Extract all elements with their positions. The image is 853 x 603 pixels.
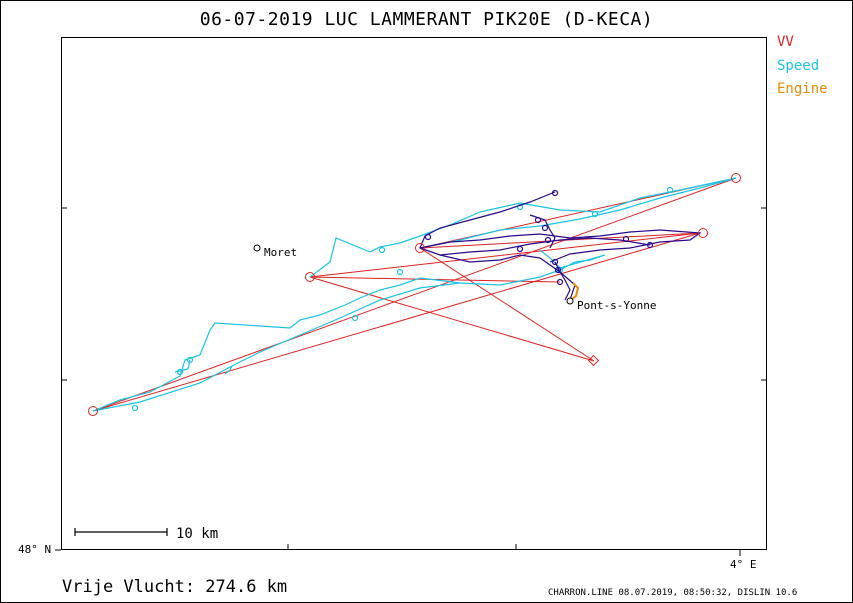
thermal-circle [551, 258, 559, 266]
speed-track-segment [224, 365, 233, 375]
map-area [61, 37, 767, 550]
thermal-circle [556, 278, 564, 286]
thermal-track-segment [419, 247, 576, 301]
speed-track [92, 177, 737, 412]
axis-ticks [55, 207, 767, 556]
free-flight-distance: Vrije Vlucht: 274.6 km [62, 577, 288, 597]
thermal-circle [544, 236, 552, 244]
speed-circle [378, 246, 386, 254]
turnpoints [88, 173, 741, 416]
thermal-track [419, 189, 702, 301]
flight-title: 06-07-2019 LUC LAMMERANT PIK20E (D-KECA) [199, 9, 654, 30]
place-marker-pont [566, 297, 574, 305]
legend-vv: VV [777, 34, 794, 50]
speed-track-segment [419, 177, 737, 249]
task-leg [92, 177, 737, 412]
speed-circle [131, 404, 139, 412]
thermal-circle [646, 241, 654, 249]
speed-circle [351, 314, 359, 322]
place-marker-moret [253, 244, 261, 252]
engine-track [570, 282, 580, 301]
scale-label: 10 km [176, 526, 219, 542]
turnpoint [698, 228, 708, 238]
latitude-label: 48° N [18, 543, 52, 556]
thermal-circle [534, 216, 542, 224]
thermal-track-segment [419, 229, 702, 263]
speed-circle [516, 203, 524, 211]
turnpoint-finish [587, 354, 600, 367]
longitude-label: 4° E [730, 558, 757, 571]
thermal-circle [516, 245, 524, 253]
task-legs [92, 177, 737, 412]
thermal-circle [622, 235, 630, 243]
thermal-circle [554, 266, 562, 274]
speed-track-segment [92, 282, 461, 412]
speed-circle [666, 186, 674, 194]
speed-circle [591, 210, 599, 218]
turnpoint-start [88, 406, 98, 416]
legend-speed: Speed [777, 58, 820, 74]
speed-circle [176, 368, 184, 376]
speed-circle [396, 268, 404, 276]
turnpoint [731, 173, 741, 183]
speed-track-segment [539, 249, 606, 271]
place-label-moret: Moret [264, 246, 298, 259]
thermal-circle [424, 233, 432, 241]
thermal-track-segment [419, 191, 556, 249]
place-label-pont: Pont-s-Yonne [577, 299, 657, 312]
legend-engine: Engine [777, 81, 828, 97]
turnpoint [305, 272, 315, 282]
thermal-track-segment [554, 261, 571, 301]
turnpoint [415, 243, 425, 253]
speed-track-segment [92, 269, 561, 412]
speed-circle [186, 356, 194, 364]
thermal-circle [541, 224, 549, 232]
engine-track-segment [570, 282, 580, 301]
thermal-track-segment [439, 237, 651, 256]
footer-info: CHARRON.LINE 08.07.2019, 08:50:32, DISLI… [548, 588, 798, 598]
scale-bar [74, 528, 168, 536]
thermal-circle [551, 189, 559, 197]
